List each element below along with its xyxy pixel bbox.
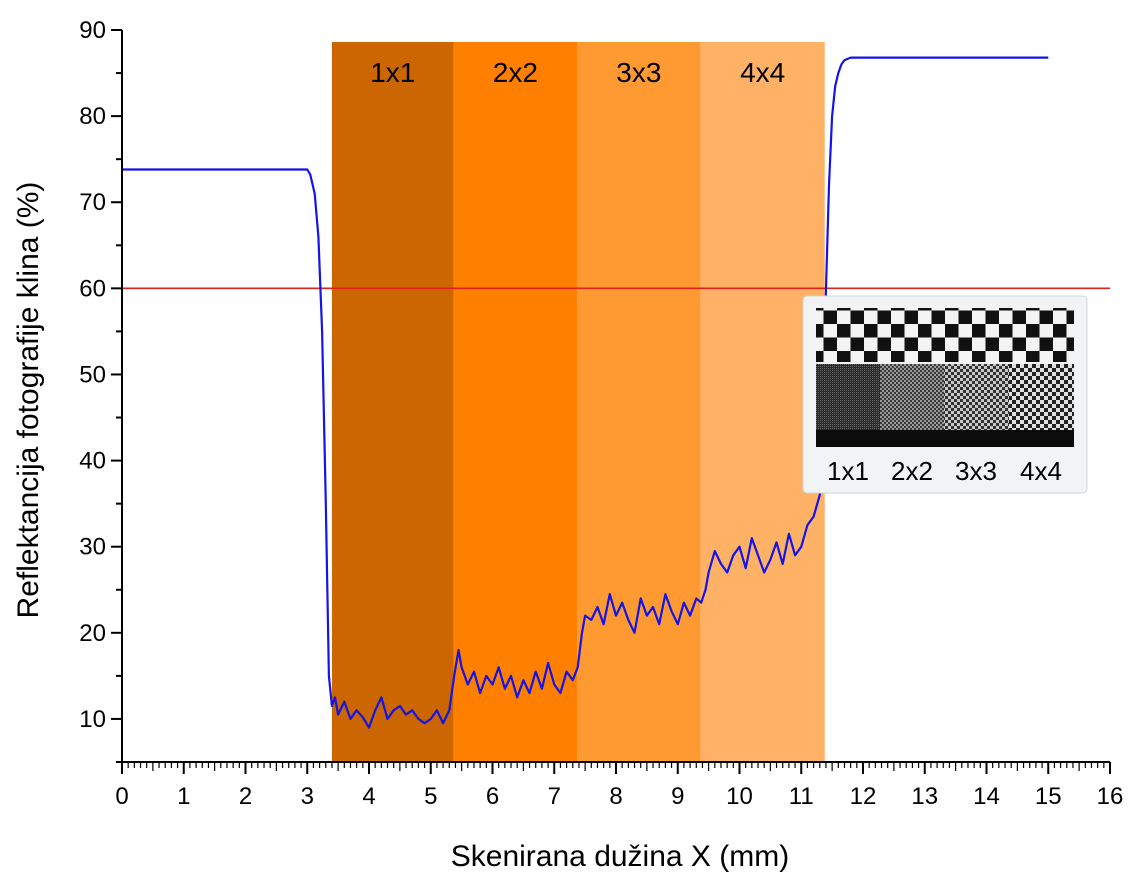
- x-tick-label: 12: [850, 783, 877, 810]
- y-tick-label: 10: [79, 706, 106, 733]
- x-tick-label: 13: [911, 783, 938, 810]
- inset-black-strip: [816, 430, 1074, 447]
- y-tick-label: 80: [79, 103, 106, 130]
- x-tick-label: 4: [362, 783, 375, 810]
- x-axis-title: Skenirana dužina X (mm): [451, 840, 789, 873]
- x-tick-label: 1: [177, 783, 190, 810]
- y-tick-label: 60: [79, 275, 106, 302]
- band-label-3x3: 3x3: [616, 57, 661, 88]
- inset-pattern-3x3: [944, 364, 1009, 430]
- band-2x2: [453, 42, 578, 762]
- x-tick-label: 16: [1097, 783, 1124, 810]
- x-tick-labels: 0 1 2 3 4 5 6 7 8 9 10 11 12 13 14 15 16: [115, 783, 1123, 810]
- pattern-bands: [331, 42, 825, 762]
- x-tick-label: 2: [239, 783, 252, 810]
- band-labels: 1x1 2x2 3x3 4x4: [370, 57, 785, 88]
- x-tick-label: 10: [726, 783, 753, 810]
- y-axis-title: Reflektancija fotografije klina (%): [12, 182, 45, 619]
- x-tick-label: 8: [609, 783, 622, 810]
- x-tick-label: 11: [789, 783, 814, 810]
- inset-pattern-2x2: [880, 364, 944, 430]
- x-tick-label: 5: [424, 783, 437, 810]
- inset-label-3x3: 3x3: [955, 456, 997, 486]
- y-tick-label: 30: [79, 534, 106, 561]
- inset-photo: 1x1 2x2 3x3 4x4: [802, 295, 1088, 494]
- band-1x1: [331, 42, 454, 762]
- x-tick-label: 7: [548, 783, 561, 810]
- inset-label-2x2: 2x2: [891, 456, 933, 486]
- band-label-1x1: 1x1: [370, 57, 415, 88]
- inset-label-1x1: 1x1: [827, 456, 869, 486]
- x-tick-label: 9: [671, 783, 684, 810]
- inset-checkerboard: [816, 308, 1074, 362]
- x-tick-label: 3: [301, 783, 314, 810]
- band-3x3: [577, 42, 701, 762]
- y-tick-label: 40: [79, 448, 106, 475]
- y-tick-label: 20: [79, 620, 106, 647]
- x-tick-label: 14: [973, 783, 1000, 810]
- x-tick-label: 15: [1035, 783, 1062, 810]
- reflectance-line: [122, 56, 1049, 729]
- inset-label-4x4: 4x4: [1020, 456, 1062, 486]
- band-label-4x4: 4x4: [740, 57, 785, 88]
- y-tick-labels: 10 20 30 40 50 60 70 80 90: [79, 17, 106, 733]
- y-tick-label: 90: [79, 17, 106, 44]
- inset-labels: 1x1 2x2 3x3 4x4: [827, 456, 1062, 486]
- inset-pattern-1x1: [816, 364, 880, 430]
- y-tick-label: 50: [79, 361, 106, 388]
- axes: [111, 29, 1111, 774]
- x-tick-label: 6: [486, 783, 499, 810]
- x-tick-label: 0: [115, 783, 128, 810]
- band-label-2x2: 2x2: [493, 57, 538, 88]
- inset-pattern-4x4: [1009, 364, 1074, 430]
- y-tick-label: 70: [79, 189, 106, 216]
